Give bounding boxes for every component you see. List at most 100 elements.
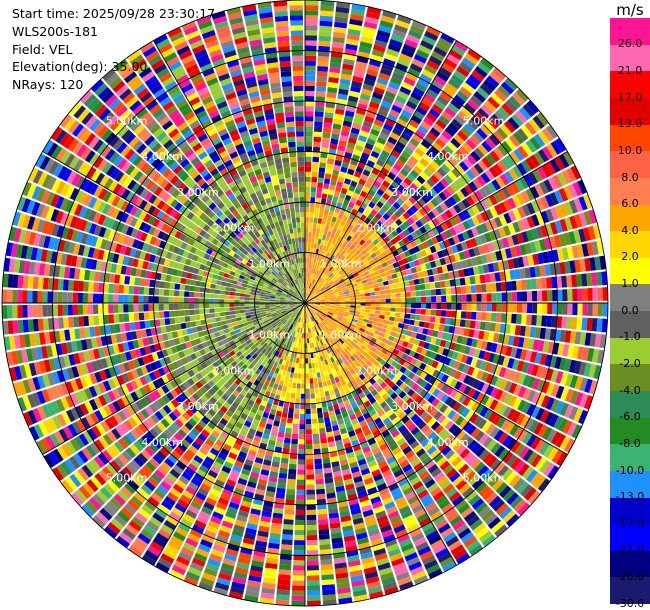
velocity-cell: [416, 175, 426, 185]
velocity-cell: [293, 418, 299, 424]
velocity-cell: [371, 49, 385, 58]
velocity-cell: [319, 427, 326, 434]
velocity-cell: [315, 473, 324, 480]
velocity-cell: [444, 106, 457, 118]
velocity-cell: [327, 313, 333, 317]
velocity-cell: [474, 236, 483, 246]
velocity-cell: [389, 316, 395, 322]
velocity-cell: [327, 259, 333, 265]
velocity-cell: [476, 128, 488, 140]
velocity-cell: [346, 235, 352, 242]
velocity-cell: [312, 151, 320, 158]
velocity-cell: [348, 163, 357, 171]
velocity-cell: [306, 469, 314, 475]
velocity-cell: [329, 67, 341, 74]
velocity-cell: [489, 71, 503, 84]
velocity-cell: [299, 424, 305, 430]
velocity-cell: [356, 281, 363, 286]
velocity-cell: [554, 356, 562, 370]
velocity-cell: [331, 46, 344, 54]
velocity-cell: [361, 88, 373, 96]
velocity-cell: [330, 254, 335, 261]
velocity-cell: [364, 347, 371, 354]
velocity-cell: [364, 16, 379, 25]
velocity-cell: [569, 390, 579, 405]
velocity-cell: [369, 309, 376, 314]
velocity-cell: [306, 560, 319, 566]
velocity-cell: [529, 136, 541, 150]
velocity-cell: [500, 419, 511, 431]
velocity-cell: [422, 35, 437, 46]
velocity-cell: [462, 220, 471, 230]
velocity-cell: [379, 310, 386, 316]
velocity-cell: [482, 436, 493, 448]
velocity-cell: [500, 123, 512, 137]
velocity-cell: [527, 376, 536, 389]
velocity-cell: [382, 95, 394, 104]
velocity-cell: [334, 258, 340, 264]
velocity-cell: [305, 90, 315, 97]
velocity-cell: [427, 329, 434, 337]
velocity-cell: [320, 203, 326, 209]
velocity-cell: [306, 565, 319, 571]
velocity-cell: [373, 317, 380, 323]
velocity-cell: [379, 105, 390, 114]
velocity-cell: [476, 381, 485, 392]
velocity-cell: [545, 223, 554, 236]
velocity-cell: [305, 85, 315, 92]
velocity-cell: [337, 254, 343, 260]
velocity-cell: [558, 188, 569, 202]
velocity-cell: [318, 172, 325, 179]
velocity-cell: [402, 43, 417, 54]
velocity-cell: [353, 149, 362, 157]
velocity-cell: [361, 152, 370, 160]
velocity-cell: [386, 259, 393, 266]
velocity-cell: [347, 168, 355, 176]
velocity-cell: [432, 378, 441, 388]
velocity-cell: [463, 102, 476, 115]
velocity-cell: [462, 364, 470, 374]
velocity-cell: [376, 188, 385, 197]
velocity-cell: [419, 284, 426, 290]
velocity-cell: [295, 393, 301, 399]
velocity-cell: [344, 222, 350, 229]
velocity-cell: [369, 172, 378, 180]
velocity-cell: [356, 183, 364, 191]
velocity-cell: [348, 185, 356, 192]
velocity-cell: [406, 355, 413, 363]
velocity-cell: [392, 337, 400, 344]
velocity-cell: [471, 401, 480, 412]
velocity-cell: [453, 391, 463, 401]
velocity-cell: [372, 146, 382, 154]
velocity-cell: [445, 376, 454, 386]
velocity-cell: [344, 178, 352, 185]
velocity-cell: [443, 406, 453, 417]
velocity-cell: [390, 34, 405, 43]
velocity-cell: [367, 249, 375, 255]
velocity-cell: [305, 368, 309, 374]
velocity-cell: [524, 326, 531, 337]
velocity-cell: [509, 134, 521, 148]
velocity-cell: [328, 72, 340, 79]
velocity-cell: [472, 178, 482, 189]
velocity-cell: [423, 392, 432, 401]
velocity-cell: [547, 303, 553, 315]
velocity-cell: [306, 449, 313, 455]
velocity-cell: [597, 287, 603, 301]
velocity-cell: [512, 359, 520, 371]
velocity-cell: [419, 362, 427, 371]
velocity-cell: [339, 171, 347, 178]
velocity-cell: [342, 327, 348, 333]
velocity-cell: [496, 303, 502, 312]
velocity-cell: [574, 259, 581, 273]
velocity-cell: [370, 337, 377, 343]
velocity-cell: [566, 167, 577, 182]
velocity-cell: [380, 298, 386, 303]
velocity-cell: [401, 109, 413, 119]
velocity-cell: [481, 293, 487, 302]
velocity-cell: [317, 508, 328, 515]
velocity-cell: [408, 248, 416, 255]
velocity-cell: [406, 123, 417, 133]
velocity-cell: [315, 259, 319, 265]
velocity-cell: [376, 200, 384, 209]
